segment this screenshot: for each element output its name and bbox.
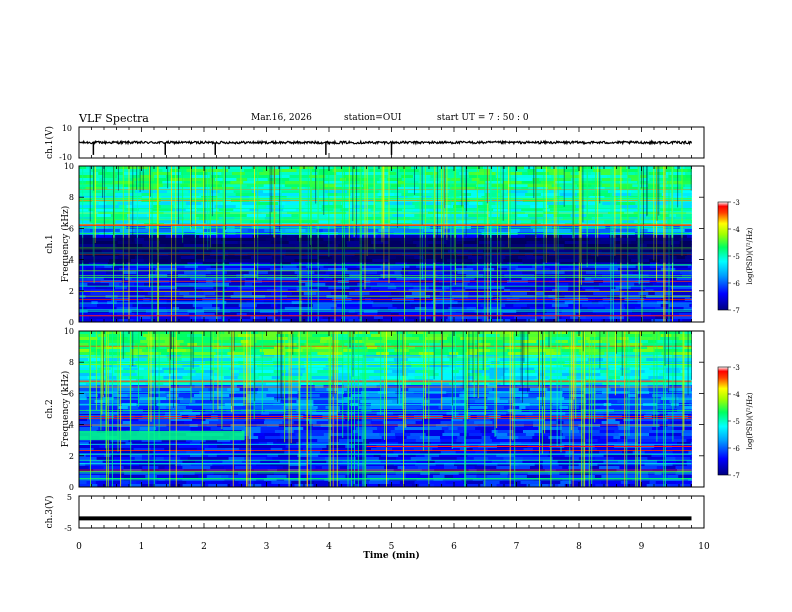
- xtick-label-7: 7: [514, 542, 520, 552]
- ch2-green-band: [79, 430, 245, 441]
- xtick-label-0: 0: [76, 542, 82, 552]
- ch1-ytick-bottom: -10: [59, 153, 72, 162]
- ch1-ytick-10: 10: [64, 162, 74, 171]
- ch1-ytick-6: 6: [69, 224, 74, 233]
- ch3-ytick-top: 5: [67, 493, 72, 502]
- ch3-ytick-bottom: -5: [64, 524, 72, 533]
- ch1-colorbar-tick-m6: -6: [733, 280, 740, 288]
- ch2-ytick-4: 4: [69, 421, 74, 430]
- ch2-ylabel: Frequency (kHz): [60, 371, 71, 448]
- ch2-colorbar-tick-m5: -5: [733, 418, 740, 426]
- xtick-label-9: 9: [639, 542, 645, 552]
- xaxis-label: Time (min): [363, 550, 420, 561]
- xtick-label-8: 8: [576, 542, 582, 552]
- ch2-ytick-0: 0: [69, 483, 74, 492]
- ch2-colorbar-label: log(PSD)(V²/Hz): [746, 392, 754, 449]
- ch1-ytick-0: 0: [69, 318, 74, 327]
- ch1-colorbar-tick-m5: -5: [733, 253, 740, 261]
- ch3-ylabel: ch.3(V): [44, 496, 55, 529]
- ch1-spectrogram-plot: [79, 166, 692, 323]
- date-label: Mar.16, 2026: [251, 113, 312, 123]
- ch2-colorbar-tick-m7: -7: [733, 472, 740, 480]
- ch1-ytick-4: 4: [69, 256, 74, 265]
- ch1-trace-line: [78, 139, 693, 146]
- ch1-dark-band: [79, 237, 692, 263]
- ch1-colorbar-tick-m4: -4: [733, 226, 740, 234]
- ch2-colorbar-tick-m6: -6: [733, 445, 740, 453]
- ch1-ylabel: Frequency (kHz): [60, 206, 71, 283]
- ch2-ytick-8: 8: [69, 358, 74, 367]
- xtick-label-4: 4: [326, 542, 332, 552]
- ch1-waveform-plot: [78, 139, 693, 155]
- xtick-label-3: 3: [264, 542, 270, 552]
- ch1-colorbar-tick-m3: -3: [733, 199, 740, 207]
- ch1-channel-label: ch.1: [45, 234, 55, 253]
- xtick-label-6: 6: [451, 542, 457, 552]
- ch2-ytick-6: 6: [69, 389, 74, 398]
- ch1-colorbar-tick-m7: -7: [733, 307, 740, 315]
- ch2-ytick-10: 10: [64, 327, 74, 336]
- ch1-ylabel: ch.1(V): [44, 126, 55, 159]
- ch2-colorbar-tick-m3: -3: [733, 364, 740, 372]
- xtick-label-5: 5: [389, 542, 395, 552]
- ch1-ytick-8: 8: [69, 193, 74, 202]
- xtick-label-1: 1: [139, 542, 145, 552]
- ch2-colorbar: [717, 366, 729, 476]
- start-time-label: start UT = 7 : 50 : 0: [437, 113, 529, 123]
- chart-title: VLF Spectra: [79, 112, 149, 125]
- ch1-colorbar-label: log(PSD)(V²/Hz): [746, 227, 754, 284]
- ch2-ytick-2: 2: [69, 452, 74, 461]
- xtick-label-2: 2: [201, 542, 207, 552]
- ch2-spectrogram-plot: [79, 331, 692, 488]
- ch1-colorbar: [717, 201, 729, 311]
- ch1-ytick-2: 2: [69, 287, 74, 296]
- ch1-ytick-top: 10: [62, 124, 72, 133]
- xtick-label-10: 10: [698, 542, 710, 552]
- ch2-colorbar-tick-m4: -4: [733, 391, 740, 399]
- station-label: station=OUI: [344, 113, 402, 123]
- ch2-channel-label: ch.2: [45, 399, 55, 418]
